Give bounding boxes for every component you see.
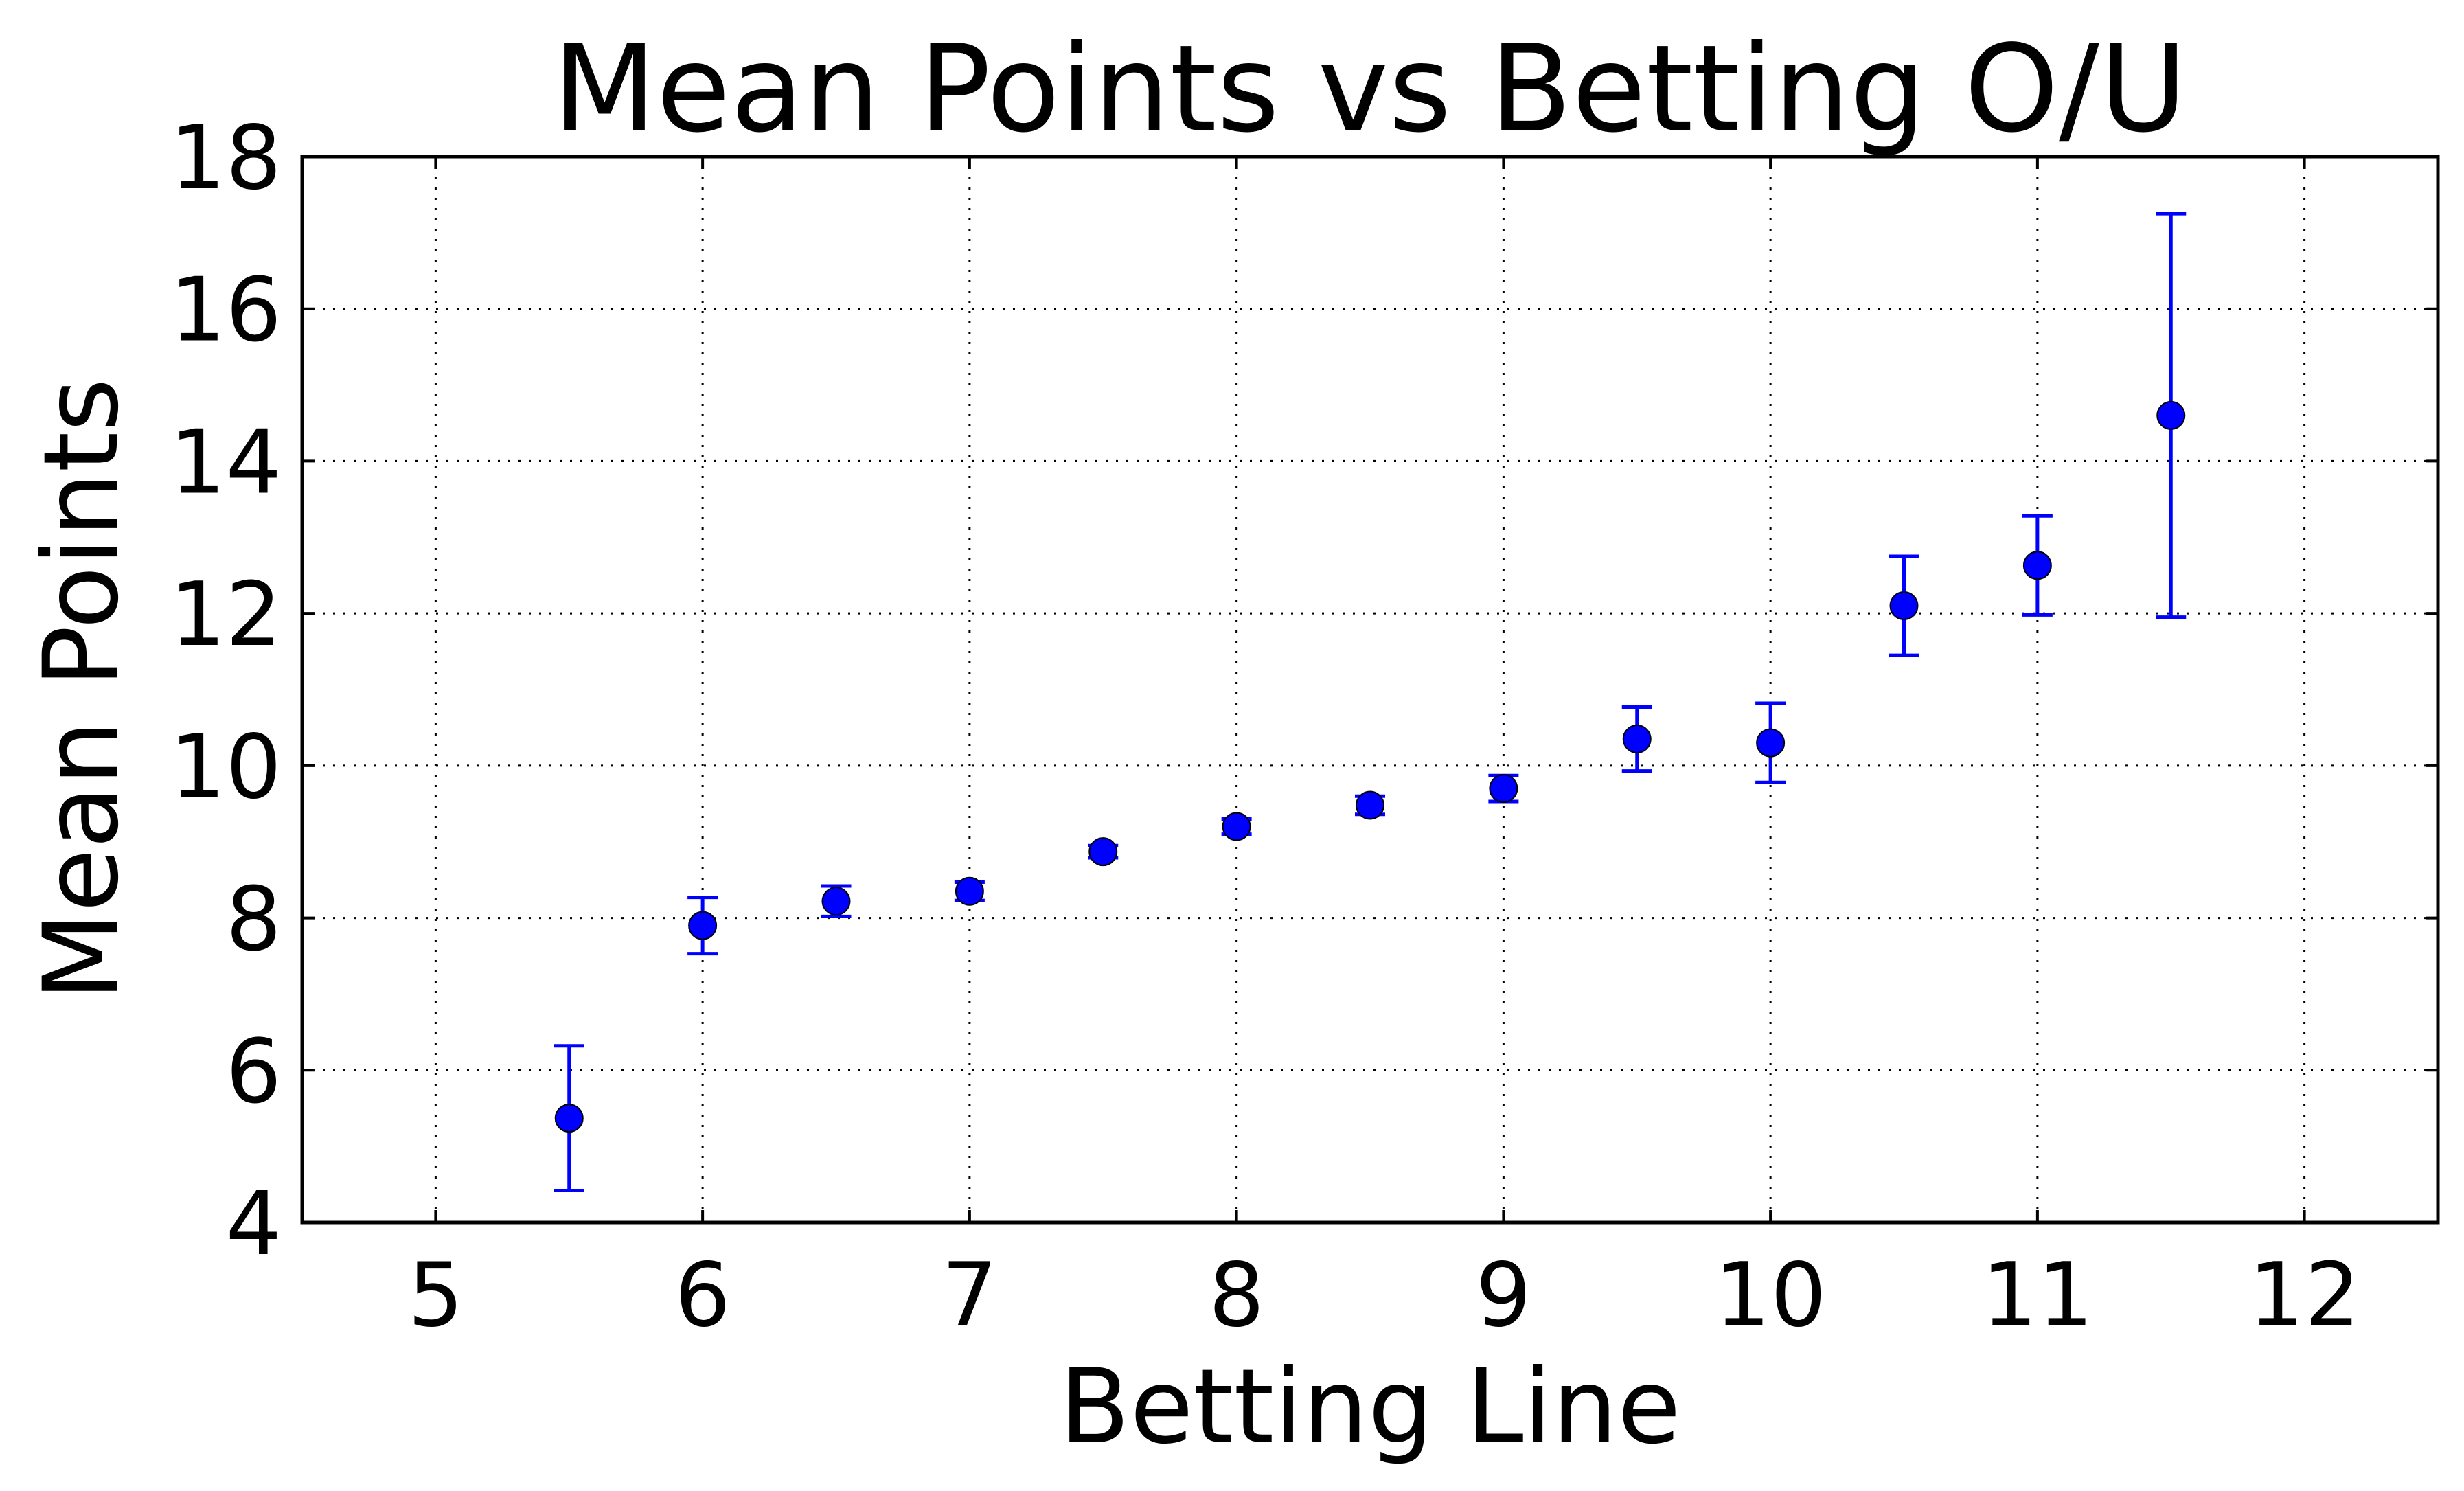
data-point — [1889, 591, 1919, 621]
data-point — [821, 887, 851, 916]
x-axis-ticks: 5 6 7 8 9 10 11 12 — [408, 157, 2360, 1347]
x-tick-label: 6 — [674, 1244, 730, 1347]
x-tick-label: 8 — [1209, 1244, 1264, 1347]
data-point — [554, 1104, 584, 1133]
y-tick-label: 12 — [170, 564, 282, 666]
x-tick-label: 9 — [1476, 1244, 1531, 1347]
data-point — [1088, 837, 1118, 867]
plot-frame — [300, 155, 2440, 1225]
y-axis-title: Mean Points — [22, 378, 141, 1001]
data-points — [554, 400, 2186, 1133]
y-tick-label: 16 — [170, 260, 282, 362]
data-point — [1622, 725, 1652, 754]
y-tick-label: 4 — [226, 1173, 282, 1275]
data-point — [1222, 812, 1251, 841]
y-tick-label: 10 — [170, 716, 282, 819]
x-tick-label: 7 — [942, 1244, 997, 1347]
y-tick-label: 14 — [170, 411, 282, 514]
y-axis-ticks: 4 6 8 10 12 14 16 18 — [170, 107, 2438, 1275]
y-tick-label: 18 — [170, 107, 282, 209]
x-tick-label: 11 — [1981, 1244, 2093, 1347]
data-point — [955, 876, 984, 906]
data-point — [2156, 400, 2186, 430]
data-point — [2022, 551, 2052, 580]
x-tick-label: 5 — [408, 1244, 464, 1347]
y-tick-label: 6 — [226, 1021, 282, 1123]
chart-title: Mean Points vs Betting O/U — [553, 20, 2187, 159]
data-point — [688, 911, 718, 940]
x-axis-title: Betting Line — [1059, 1347, 1680, 1467]
x-tick-label: 10 — [1715, 1244, 1827, 1347]
x-tick-label: 12 — [2248, 1244, 2360, 1347]
data-point — [1489, 774, 1518, 804]
y-tick-label: 8 — [226, 869, 282, 971]
data-point — [1356, 790, 1384, 820]
data-point — [1756, 728, 1786, 758]
